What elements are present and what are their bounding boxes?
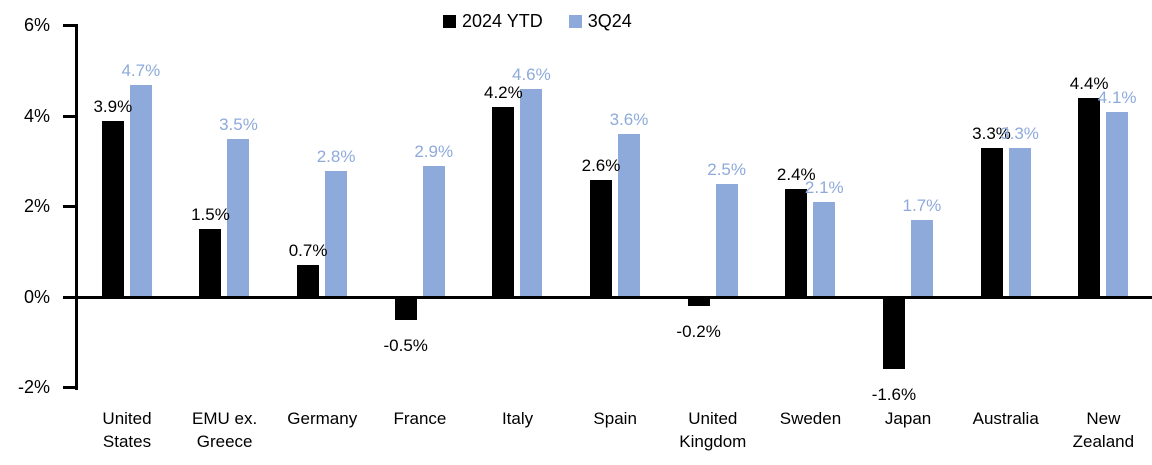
data-label-3q24: 2.5% bbox=[707, 160, 746, 180]
category-label: New Zealand bbox=[1072, 409, 1135, 451]
data-label-3q24: 3.3% bbox=[1000, 123, 1039, 143]
data-label-3q24: 2.8% bbox=[316, 146, 356, 166]
data-label-2024ytd: 2.6% bbox=[581, 155, 621, 175]
category-label: Sweden bbox=[779, 409, 842, 428]
category-label: United Kingdom bbox=[679, 409, 747, 451]
data-label-3q24: 3.5% bbox=[219, 114, 258, 134]
legend-swatch-2024-ytd bbox=[443, 15, 456, 28]
bar-3q24 bbox=[325, 170, 348, 297]
bar-2024ytd bbox=[394, 297, 417, 320]
data-label-2024ytd: 1.5% bbox=[191, 205, 230, 225]
y-axis-tick-label: -2% bbox=[17, 376, 50, 397]
y-axis-tick bbox=[63, 385, 78, 389]
y-axis-tick bbox=[63, 205, 78, 209]
y-axis-tick-label: 2% bbox=[23, 196, 50, 217]
legend-item-2024-ytd: 2024 YTD bbox=[443, 11, 543, 32]
bar-3q24 bbox=[227, 138, 250, 297]
bar-2024ytd bbox=[101, 120, 124, 297]
legend-swatch-3q24 bbox=[568, 15, 582, 28]
category-label: United States bbox=[102, 409, 152, 451]
bar-2024ytd bbox=[687, 297, 710, 307]
bar-2024ytd bbox=[297, 265, 320, 297]
bar-3q24 bbox=[715, 184, 738, 297]
data-label-3q24: 4.7% bbox=[121, 60, 161, 80]
bar-3q24 bbox=[910, 220, 933, 297]
bar-3q24 bbox=[1008, 147, 1031, 297]
data-label-2024ytd: 3.9% bbox=[93, 96, 133, 116]
bar-2024ytd bbox=[492, 107, 515, 297]
legend-item-3q24: 3Q24 bbox=[568, 11, 632, 32]
x-axis-zero-line bbox=[63, 296, 1152, 299]
data-label-2024ytd: -1.6% bbox=[871, 385, 917, 405]
bar-3q24 bbox=[520, 89, 543, 297]
data-label-2024ytd: 2.4% bbox=[776, 164, 816, 184]
data-label-2024ytd: -0.2% bbox=[676, 322, 721, 342]
category-label: Spain bbox=[593, 409, 637, 428]
bar-2024ytd bbox=[1078, 98, 1101, 297]
bar-3q24 bbox=[129, 84, 152, 297]
data-label-3q24: 2.9% bbox=[414, 142, 454, 161]
legend-label-3q24: 3Q24 bbox=[587, 11, 632, 31]
data-label-2024ytd: -0.5% bbox=[383, 335, 428, 355]
bar-2024ytd bbox=[882, 297, 905, 370]
y-axis-tick bbox=[63, 114, 78, 118]
bar-2024ytd bbox=[980, 147, 1003, 297]
category-label: EMU ex. Greece bbox=[192, 409, 258, 451]
legend-label-2024-ytd: 2024 YTD bbox=[462, 11, 543, 31]
bar-3q24 bbox=[618, 134, 640, 297]
bar-3q24 bbox=[813, 202, 836, 297]
chart-legend: 2024 YTD 3Q24 bbox=[443, 11, 632, 32]
y-axis-tick-label: 6% bbox=[23, 15, 50, 36]
bar-2024ytd bbox=[785, 188, 808, 297]
data-label-3q24: 2.1% bbox=[804, 178, 844, 198]
bar-2024ytd bbox=[590, 179, 612, 297]
category-label: Germany bbox=[287, 409, 358, 428]
y-axis-tick-label: 4% bbox=[23, 105, 50, 126]
y-axis-tick bbox=[63, 24, 78, 28]
category-label: Australia bbox=[972, 409, 1039, 428]
data-label-3q24: 3.6% bbox=[609, 110, 649, 130]
category-label: France bbox=[393, 409, 447, 428]
bar-3q24 bbox=[1106, 111, 1129, 297]
data-label-3q24: 1.7% bbox=[902, 196, 942, 216]
data-label-2024ytd: 4.4% bbox=[1069, 74, 1109, 94]
data-label-2024ytd: 3.3% bbox=[972, 123, 1011, 143]
bar-2024ytd bbox=[199, 229, 222, 297]
bar-3q24 bbox=[422, 166, 445, 297]
data-label-3q24: 4.1% bbox=[1097, 87, 1137, 107]
category-label: Japan bbox=[884, 409, 932, 428]
data-label-3q24: 4.6% bbox=[511, 65, 551, 85]
data-label-2024ytd: 0.7% bbox=[288, 241, 328, 261]
y-axis-tick-label: 0% bbox=[23, 286, 50, 307]
data-label-2024ytd: 4.2% bbox=[483, 83, 523, 103]
category-label: Italy bbox=[501, 409, 534, 428]
